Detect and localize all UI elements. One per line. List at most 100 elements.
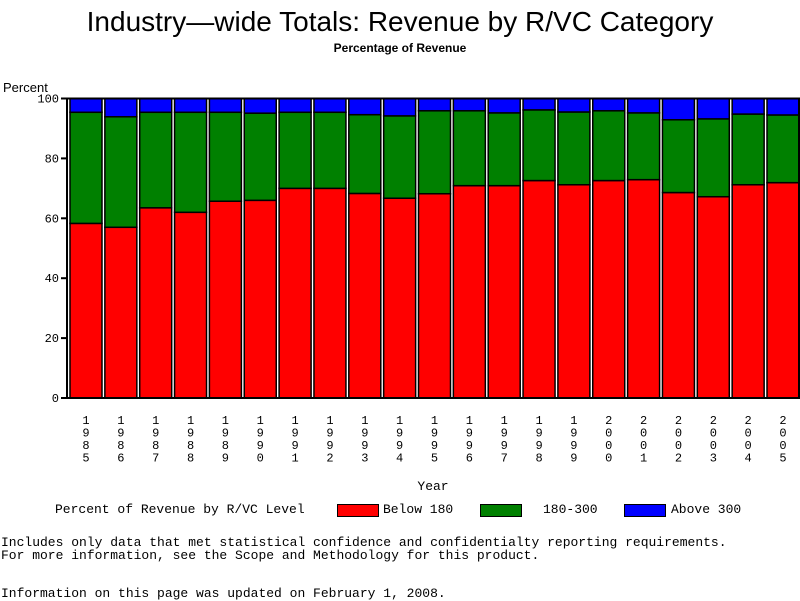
bar-1994-180-300 (382, 115, 417, 199)
x-tick-label-2005: 0 (779, 439, 786, 453)
x-tick-label-2003: 0 (710, 427, 717, 441)
bar-2003-180-300 (696, 118, 731, 198)
x-tick-label-1985: 8 (82, 439, 89, 453)
x-tick-label-1996: 9 (466, 439, 473, 453)
bar-1999-180-300 (557, 111, 591, 186)
bar-1989-180-300 (208, 111, 243, 202)
bar-1999-above-300 (557, 97, 591, 113)
bar-1985-above-300 (69, 97, 103, 114)
x-tick-label-1992: 2 (326, 452, 333, 466)
bar-1990-above-300 (243, 97, 277, 114)
x-tick-label-2004: 2 (745, 414, 752, 428)
x-tick-label-1993: 9 (361, 427, 368, 441)
x-tick-label-2001: 1 (640, 452, 647, 466)
legend-swatch-above-300 (624, 504, 666, 517)
x-tick-label-2000: 0 (605, 452, 612, 466)
bar-1992-above-300 (313, 97, 347, 114)
x-tick-label-1988: 8 (187, 452, 194, 466)
y-tick-label-40: 40 (45, 272, 59, 286)
x-tick-label-1991: 1 (291, 452, 298, 466)
bar-1988-below-180 (173, 211, 208, 399)
bar-1994-above-300 (382, 97, 417, 117)
bar-2000-below-180 (592, 179, 626, 399)
x-tick-label-1996: 1 (466, 414, 473, 428)
x-tick-label-1997: 9 (501, 427, 508, 441)
bar-1997-above-300 (487, 97, 521, 114)
x-tick-label-2000: 0 (605, 427, 612, 441)
bar-1991-below-180 (278, 187, 312, 399)
bar-1992-180-300 (313, 111, 347, 190)
bar-1996-180-300 (452, 110, 487, 187)
legend-swatch-180-300 (480, 504, 522, 517)
x-tick-label-2003: 3 (710, 452, 717, 466)
x-tick-label-1993: 9 (361, 439, 368, 453)
bar-1997-180-300 (487, 112, 521, 187)
x-tick-label-1992: 9 (326, 427, 333, 441)
x-tick-label-1994: 9 (396, 439, 403, 453)
x-tick-label-1996: 9 (466, 427, 473, 441)
bar-1988-180-300 (173, 111, 208, 214)
x-tick-label-1995: 9 (431, 439, 438, 453)
bar-1993-above-300 (348, 97, 382, 116)
x-tick-label-1999: 1 (570, 414, 577, 428)
bar-1986-180-300 (104, 116, 138, 229)
bar-1990-below-180 (243, 199, 277, 399)
legend-label-above-300: Above 300 (671, 502, 742, 517)
x-tick-label-1988: 8 (187, 439, 194, 453)
x-tick-label-1991: 1 (291, 414, 298, 428)
bar-1987-below-180 (138, 207, 173, 399)
bar-1989-below-180 (208, 200, 243, 399)
x-tick-label-1994: 9 (396, 427, 403, 441)
bar-2002-above-300 (661, 97, 696, 121)
x-tick-label-1985: 9 (82, 427, 89, 441)
x-tick-label-1992: 9 (326, 439, 333, 453)
y-tick-label-100: 100 (37, 93, 59, 107)
x-tick-label-2001: 0 (640, 439, 647, 453)
x-tick-label-1989: 9 (222, 452, 229, 466)
x-tick-label-1986: 6 (117, 452, 124, 466)
x-tick-label-1999: 9 (570, 427, 577, 441)
x-tick-label-1985: 5 (82, 452, 89, 466)
x-tick-label-1995: 1 (431, 414, 438, 428)
x-tick-label-2003: 2 (710, 414, 717, 428)
x-tick-label-1987: 9 (152, 427, 159, 441)
bar-1995-180-300 (417, 110, 452, 195)
bar-1991-180-300 (278, 111, 312, 190)
x-tick-label-2004: 0 (745, 439, 752, 453)
bar-2001-below-180 (626, 178, 661, 399)
x-tick-label-1987: 1 (152, 414, 159, 428)
bar-1986-above-300 (104, 97, 138, 118)
y-tick-label-0: 0 (52, 392, 59, 406)
bar-1994-below-180 (382, 197, 417, 399)
x-tick-label-1990: 0 (257, 452, 264, 466)
x-tick-label-1993: 1 (361, 414, 368, 428)
x-tick-label-1999: 9 (570, 439, 577, 453)
bar-1995-above-300 (417, 97, 452, 112)
x-tick-label-1997: 1 (501, 414, 508, 428)
x-tick-label-2005: 2 (779, 414, 786, 428)
legend-label-180-300: 180-300 (543, 502, 598, 517)
x-tick-label-1992: 1 (326, 414, 333, 428)
x-tick-label-1989: 1 (222, 414, 229, 428)
legend-label-below-180: Below 180 (383, 502, 454, 517)
chart-title: Industry—wide Totals: Revenue by R/VC Ca… (86, 6, 714, 37)
bar-2005-180-300 (766, 114, 800, 184)
x-tick-label-1998: 8 (535, 452, 542, 466)
legend: Percent of Revenue by R/VC Level Below 1… (0, 502, 800, 520)
y-tick-label-60: 60 (45, 212, 59, 226)
bar-1992-below-180 (313, 187, 347, 399)
x-tick-label-1990: 9 (257, 427, 264, 441)
x-tick-label-1988: 1 (187, 414, 194, 428)
bar-2004-above-300 (731, 97, 765, 115)
bar-1989-above-300 (208, 97, 243, 114)
bar-2004-180-300 (731, 113, 765, 186)
x-tick-label-1986: 9 (117, 427, 124, 441)
x-axis-label: Year (417, 479, 448, 494)
x-tick-label-1997: 7 (501, 452, 508, 466)
bar-1987-180-300 (138, 111, 173, 209)
bar-1993-below-180 (348, 192, 382, 399)
x-tick-label-1985: 1 (82, 414, 89, 428)
bar-2003-above-300 (696, 97, 731, 120)
bar-2000-180-300 (592, 110, 626, 182)
y-tick-label-80: 80 (45, 152, 59, 166)
